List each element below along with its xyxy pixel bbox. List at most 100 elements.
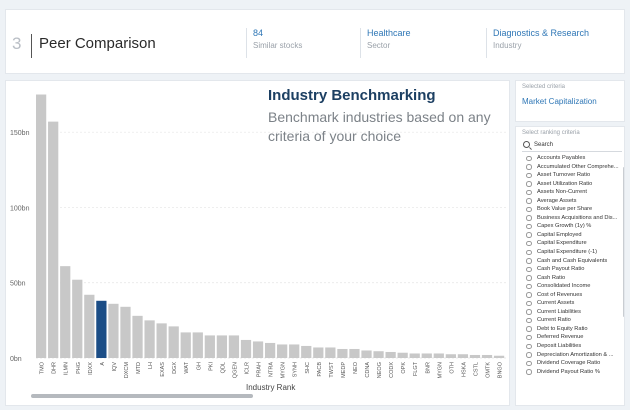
criteria-option[interactable]: Asset Turnover Ratio xyxy=(526,171,624,180)
radio-icon[interactable] xyxy=(526,266,532,273)
bar[interactable] xyxy=(96,300,107,358)
radio-icon[interactable] xyxy=(526,309,532,315)
bar[interactable] xyxy=(120,306,131,358)
bar[interactable] xyxy=(277,344,288,358)
criteria-option[interactable]: Cash Payout Ratio xyxy=(526,265,624,274)
criteria-option[interactable]: Capital Employed xyxy=(526,231,624,240)
bar[interactable] xyxy=(144,320,155,358)
radio-icon[interactable] xyxy=(526,275,532,281)
bar[interactable] xyxy=(469,354,481,358)
radio-icon[interactable] xyxy=(526,172,532,179)
bar[interactable] xyxy=(385,351,396,358)
bar[interactable] xyxy=(204,335,215,358)
radio-icon[interactable] xyxy=(526,343,532,350)
bar[interactable] xyxy=(349,348,360,358)
bar[interactable] xyxy=(445,354,456,358)
bar[interactable] xyxy=(180,332,191,358)
bar[interactable] xyxy=(493,355,505,358)
bar[interactable] xyxy=(433,353,444,358)
radio-icon[interactable] xyxy=(526,369,532,375)
bar[interactable] xyxy=(252,341,264,358)
criteria-option[interactable]: Book Value per Share xyxy=(526,205,624,214)
criteria-option[interactable]: Dividend Payout Ratio % xyxy=(526,368,624,377)
bar[interactable] xyxy=(228,335,240,358)
radio-icon[interactable] xyxy=(526,164,532,170)
radio-icon[interactable] xyxy=(526,360,532,367)
radio-icon[interactable] xyxy=(526,232,532,238)
criteria-option[interactable]: Average Assets xyxy=(526,197,624,206)
radio-icon[interactable] xyxy=(526,206,532,213)
criteria-option[interactable]: Deferred Revenue xyxy=(526,333,624,342)
bar[interactable] xyxy=(60,266,71,358)
criteria-option[interactable]: Accumulated Other Comprehe... xyxy=(526,163,624,172)
bar[interactable] xyxy=(325,347,336,358)
bar[interactable] xyxy=(481,354,493,358)
radio-icon[interactable] xyxy=(526,283,532,290)
radio-icon[interactable] xyxy=(526,317,532,324)
criteria-option[interactable]: Debt to Equity Ratio xyxy=(526,325,624,334)
criteria-option[interactable]: Depreciation Amortization & ... xyxy=(526,351,624,360)
criteria-option[interactable]: Business Acquisitions and Dis... xyxy=(526,214,624,223)
radio-icon[interactable] xyxy=(526,181,532,187)
bar[interactable] xyxy=(36,94,47,359)
bar[interactable] xyxy=(72,279,83,358)
bar[interactable] xyxy=(397,352,408,358)
bar[interactable] xyxy=(240,339,252,358)
bar[interactable] xyxy=(361,350,372,358)
stat-industry[interactable]: Diagnostics & Research Industry xyxy=(486,28,589,58)
radio-icon[interactable] xyxy=(526,292,532,298)
bar[interactable] xyxy=(457,354,469,358)
stat-sector[interactable]: Healthcare Sector xyxy=(360,28,411,58)
bar[interactable] xyxy=(421,353,432,358)
criteria-option[interactable]: Asset Utilization Ratio xyxy=(526,180,624,189)
criteria-option[interactable]: Consolidated Income xyxy=(526,282,624,291)
criteria-option[interactable]: Dividend Coverage Ratio xyxy=(526,359,624,368)
radio-icon[interactable] xyxy=(526,300,532,307)
criteria-option[interactable]: Capital Expenditure (-1) xyxy=(526,248,624,257)
search-input[interactable]: Search xyxy=(522,139,622,152)
criteria-option[interactable]: Capital Expenditure xyxy=(526,239,624,248)
bar[interactable] xyxy=(301,345,312,358)
bar[interactable] xyxy=(409,353,420,358)
radio-icon[interactable] xyxy=(526,189,532,196)
criteria-option[interactable]: Cash Ratio xyxy=(526,274,624,283)
bar[interactable] xyxy=(337,348,348,358)
radio-icon[interactable] xyxy=(526,215,532,221)
selected-criteria-label: Selected criteria xyxy=(522,84,566,90)
criteria-option[interactable]: Current Assets xyxy=(526,299,624,308)
criteria-option[interactable]: Current Ratio xyxy=(526,316,624,325)
bar[interactable] xyxy=(216,335,228,358)
criteria-option[interactable]: Cash and Cash Equivalents xyxy=(526,257,624,266)
horizontal-scrollbar[interactable] xyxy=(31,394,253,398)
radio-icon[interactable] xyxy=(526,326,532,332)
bar[interactable] xyxy=(156,323,167,358)
bar[interactable] xyxy=(264,342,276,358)
bar[interactable] xyxy=(289,344,300,358)
radio-icon[interactable] xyxy=(526,198,532,204)
criteria-option[interactable]: Assets Non-Current xyxy=(526,188,624,197)
criteria-option[interactable]: Cost of Revenues xyxy=(526,291,624,300)
bar[interactable] xyxy=(48,121,59,358)
criteria-option[interactable]: Accounts Payables xyxy=(526,154,624,163)
bar[interactable] xyxy=(84,294,95,358)
bar[interactable] xyxy=(168,326,179,358)
stat-similar-stocks[interactable]: 84 Similar stocks xyxy=(246,28,302,58)
vertical-scrollbar[interactable] xyxy=(623,167,624,317)
radio-icon[interactable] xyxy=(526,258,532,264)
radio-icon[interactable] xyxy=(526,240,532,247)
radio-icon[interactable] xyxy=(526,249,532,256)
bar[interactable] xyxy=(313,347,324,358)
bar[interactable] xyxy=(132,315,143,358)
bar[interactable] xyxy=(108,303,119,358)
criteria-option[interactable]: Current Liabilities xyxy=(526,308,624,317)
benchmark-title: Industry Benchmarking xyxy=(268,87,436,104)
bar[interactable] xyxy=(192,332,203,358)
criteria-option[interactable]: Deposit Liabilities xyxy=(526,342,624,351)
criteria-option[interactable]: Capex Growth (1y) % xyxy=(526,222,624,231)
radio-icon[interactable] xyxy=(526,334,532,341)
radio-icon[interactable] xyxy=(526,155,532,161)
bar[interactable] xyxy=(373,351,384,358)
radio-icon[interactable] xyxy=(526,352,532,358)
radio-icon[interactable] xyxy=(526,223,532,230)
selected-criteria-value[interactable]: Market Capitalization xyxy=(522,97,597,106)
